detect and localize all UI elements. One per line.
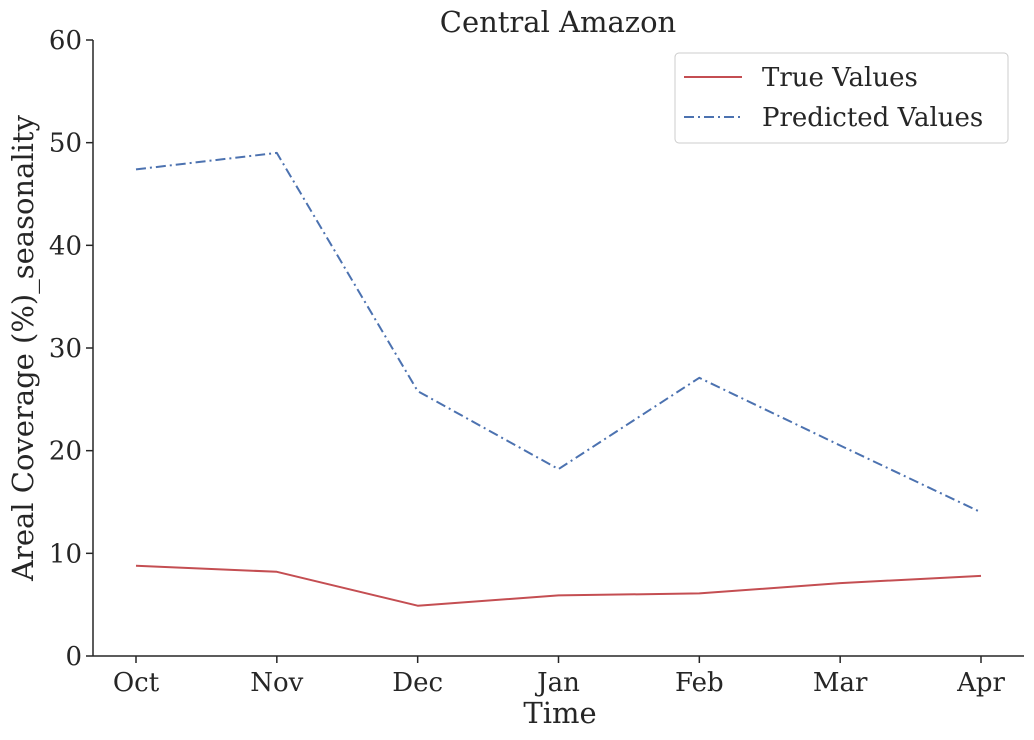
legend: True Values Predicted Values [674, 52, 1009, 144]
y-tick-label-60: 60 [49, 26, 82, 56]
y-axis-ticks: 0 10 20 30 40 50 60 [49, 26, 93, 672]
y-tick-label-30: 30 [49, 334, 82, 364]
x-tick-label-oct: Oct [113, 668, 160, 698]
y-tick-label-10: 10 [49, 539, 82, 569]
y-axis-label: Areal Coverage (%)_seasonality [6, 114, 41, 582]
legend-label-predicted-values: Predicted Values [762, 103, 983, 133]
y-tick-label-20: 20 [49, 437, 82, 467]
series-layer [135, 151, 982, 607]
legend-label-true-values: True Values [762, 63, 918, 93]
legend-box [674, 52, 1009, 144]
y-tick-label-0: 0 [65, 642, 82, 672]
x-tick-label-apr: Apr [956, 668, 1005, 698]
x-tick-label-feb: Feb [675, 668, 724, 698]
x-tick-label-mar: Mar [813, 668, 868, 698]
x-tick-label-dec: Dec [392, 668, 443, 698]
y-tick-label-50: 50 [49, 129, 82, 159]
x-tick-label-nov: Nov [250, 668, 303, 698]
chart-title: Central Amazon [440, 5, 676, 39]
x-tick-label-jan: Jan [534, 668, 580, 698]
y-tick-label-40: 40 [49, 231, 82, 261]
x-axis-label: Time [523, 696, 596, 730]
series-line-predicted-values [135, 151, 982, 514]
series-line-true-values [135, 564, 982, 607]
x-axis-ticks: Oct Nov Dec Jan Feb Mar Apr [113, 656, 1005, 698]
